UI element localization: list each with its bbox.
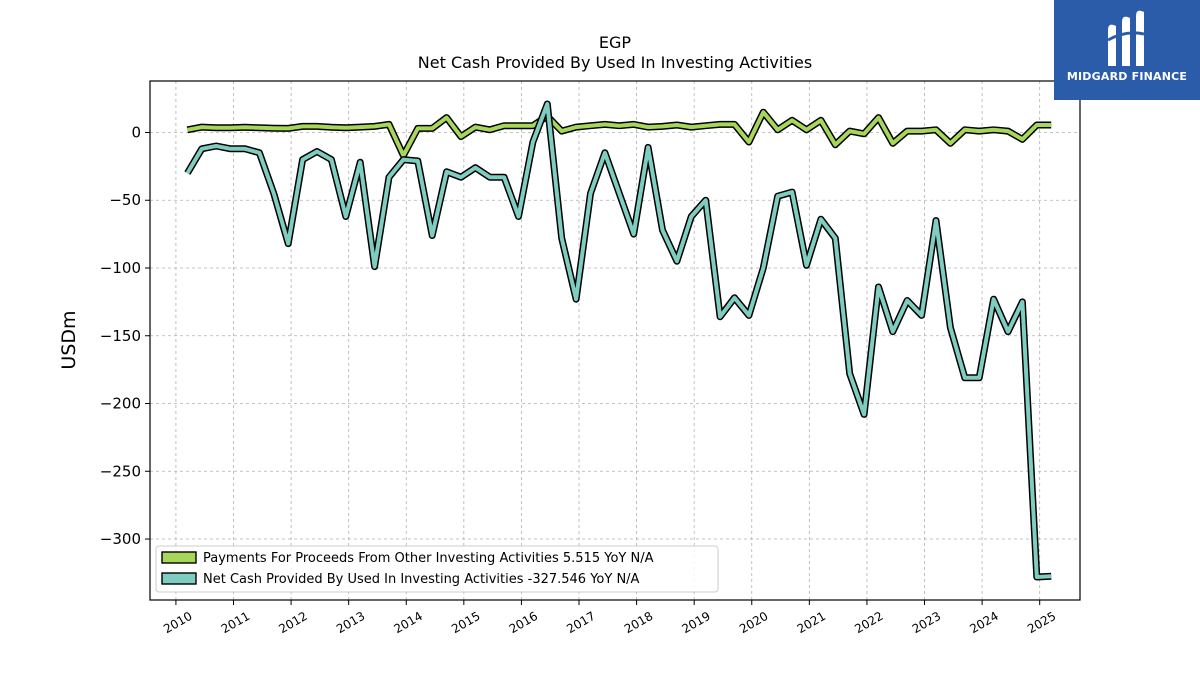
- legend-swatch-net-cash: [161, 572, 197, 585]
- brand-mark-icon: [1107, 10, 1145, 67]
- x-tick-label: 2016: [507, 609, 540, 636]
- brand-name: MIDGARD FINANCE: [1066, 70, 1188, 83]
- legend-swatch-payments: [161, 551, 197, 564]
- y-tick-label: −100: [100, 259, 141, 277]
- chart-title: EGP: [599, 33, 632, 52]
- y-axis-label: USDm: [58, 310, 80, 369]
- y-tick-label: −50: [109, 191, 141, 209]
- y-tick-label: −200: [100, 395, 141, 413]
- x-tick-label: 2019: [679, 609, 712, 636]
- x-axis: 2010 2011 2012 2013 2014 2015 2016 2017 2018 2019…: [161, 600, 1058, 636]
- x-tick-label: 2012: [276, 609, 309, 636]
- x-tick-label: 2018: [622, 609, 655, 636]
- x-tick-label: 2015: [449, 609, 482, 636]
- legend-label-net-cash: Net Cash Provided By Used In Investing A…: [203, 572, 640, 587]
- x-tick-label: 2025: [1025, 609, 1058, 636]
- x-tick-label: 2020: [737, 609, 770, 636]
- x-tick-label: 2014: [392, 609, 425, 636]
- x-tick-label: 2022: [852, 609, 885, 636]
- y-tick-label: 0: [131, 123, 141, 141]
- x-tick-label: 2023: [910, 609, 943, 636]
- x-tick-label: 2021: [795, 609, 828, 636]
- legend-box: [155, 545, 719, 593]
- grid-lines: [150, 81, 1080, 600]
- x-tick-label: 2011: [219, 609, 252, 636]
- brand-logo: MIDGARD FINANCE: [1054, 0, 1200, 100]
- series-outline-net-cash-investing: [184, 100, 1052, 581]
- legend: Payments For Proceeds From Other Investi…: [155, 545, 719, 593]
- x-tick-label: 2017: [564, 609, 597, 636]
- plot-frame: [149, 80, 1081, 601]
- y-tick-label: −300: [100, 530, 141, 548]
- x-tick-label: 2013: [334, 609, 367, 636]
- series-layer: [184, 100, 1052, 581]
- y-tick-label: −150: [100, 327, 141, 345]
- y-tick-label: −250: [100, 462, 141, 480]
- series-line-payments-other-investing: [187, 110, 1052, 158]
- chart-subtitle: Net Cash Provided By Used In Investing A…: [418, 53, 812, 72]
- y-axis: 0 −50 −100 −150 −200 −250 −300: [100, 123, 150, 548]
- series-line-net-cash-investing: [185, 102, 1052, 579]
- x-tick-label: 2024: [967, 609, 1000, 636]
- x-tick-label: 2010: [161, 609, 194, 636]
- legend-label-payments: Payments For Proceeds From Other Investi…: [203, 551, 654, 566]
